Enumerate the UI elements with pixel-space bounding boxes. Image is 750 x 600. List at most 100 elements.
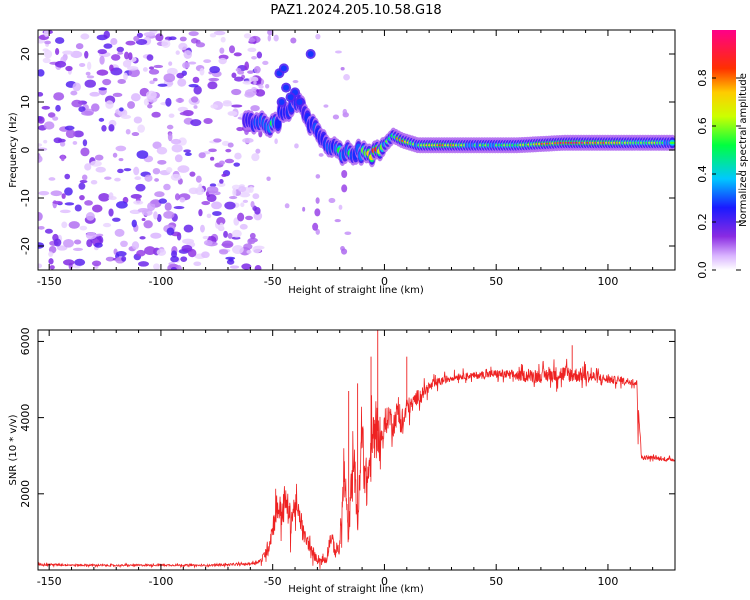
noise-blob	[175, 98, 185, 103]
noise-blob	[195, 42, 206, 48]
noise-blob	[237, 70, 245, 75]
noise-blob	[73, 130, 84, 138]
noise-blob	[206, 194, 217, 203]
snr-ticks: -150 -100 -50 0 50 100 2000 4000 6000	[19, 327, 676, 588]
noise-blob	[74, 258, 86, 266]
noise-blob	[109, 64, 114, 72]
noise-blob	[246, 250, 252, 254]
noise-blob	[118, 157, 124, 162]
noise-blob	[112, 152, 118, 158]
noise-blob	[147, 103, 153, 109]
noise-blob	[168, 36, 177, 41]
noise-blob	[70, 90, 78, 96]
noise-blob	[128, 68, 140, 78]
noise-blob	[208, 148, 217, 153]
x-tick-label: -100	[148, 275, 173, 288]
noise-blob	[105, 100, 114, 109]
noise-blob	[188, 187, 199, 195]
noise-blob	[48, 251, 54, 257]
noise-blob	[108, 192, 114, 200]
noise-blob	[213, 30, 226, 36]
noise-blob	[143, 98, 149, 106]
noise-blob	[218, 249, 229, 255]
noise-blob	[203, 239, 213, 246]
noise-blob	[117, 51, 124, 55]
noise-blob	[142, 67, 148, 72]
noise-blob	[53, 238, 62, 247]
noise-blob	[80, 147, 90, 157]
noise-blob	[166, 67, 178, 76]
noise-blob	[125, 128, 131, 135]
y-tick-label: -10	[19, 189, 32, 207]
noise-blob	[114, 228, 125, 237]
x-tick-label: 0	[381, 275, 388, 288]
ridge-peak	[669, 141, 675, 144]
noise-blob	[323, 104, 329, 108]
noise-blob	[148, 66, 155, 70]
noise-blob	[227, 232, 233, 239]
noise-blob	[217, 182, 226, 187]
noise-blob	[149, 80, 155, 85]
noise-blob	[96, 69, 109, 76]
colorbar-tick-label: 0.4	[696, 165, 709, 183]
noise-blob	[38, 143, 43, 147]
x-tick-label: -150	[37, 575, 62, 588]
noise-blob	[190, 96, 199, 103]
colorbar-tick-label: 0.0	[696, 261, 709, 279]
noise-blob	[121, 114, 132, 119]
noise-blob	[199, 68, 205, 76]
noise-blob	[241, 263, 252, 270]
noise-blob	[234, 76, 244, 82]
noise-blob	[232, 245, 244, 254]
noise-blob	[243, 33, 252, 39]
noise-blob	[225, 148, 232, 153]
noise-blob	[74, 204, 82, 212]
noise-blob	[212, 211, 222, 217]
noise-blob	[255, 89, 266, 97]
noise-blob	[155, 33, 164, 42]
noise-blob	[48, 258, 54, 265]
noise-blob	[171, 144, 183, 153]
noise-blob	[68, 221, 80, 229]
noise-blob	[137, 261, 150, 267]
noise-blob	[119, 107, 124, 112]
noise-blob	[198, 209, 203, 217]
noise-blob	[179, 111, 190, 116]
noise-blob	[166, 124, 174, 130]
noise-blob	[135, 183, 146, 192]
noise-blob	[218, 57, 227, 65]
noise-blob	[97, 49, 107, 55]
noise-blob	[232, 188, 237, 197]
noise-blob	[183, 149, 191, 153]
noise-blob	[130, 93, 141, 102]
noise-blob	[38, 190, 50, 196]
y-tick-label: 20	[19, 47, 32, 61]
noise-blob	[213, 138, 222, 143]
noise-blob	[202, 235, 209, 240]
noise-blob	[43, 139, 48, 144]
x-tick-label: 50	[489, 575, 503, 588]
x-tick-label: 50	[489, 275, 503, 288]
noise-blob	[134, 176, 142, 181]
colorbar: 0.0 0.2 0.4 0.6 0.8 Normalized spectral ampl…	[696, 30, 749, 279]
noise-blob	[81, 110, 94, 116]
spectrogram-heatmap	[38, 30, 675, 270]
noise-blob	[228, 45, 236, 54]
noise-blob	[102, 78, 112, 86]
noise-blob	[176, 264, 182, 270]
noise-blob	[84, 50, 89, 59]
ridge-core	[278, 99, 285, 105]
noise-blob	[90, 179, 98, 185]
noise-blob	[221, 140, 230, 146]
noise-blob	[49, 265, 55, 270]
noise-blob	[103, 43, 113, 49]
noise-blob	[233, 52, 242, 57]
noise-blob	[251, 153, 260, 162]
noise-blob	[157, 159, 167, 165]
noise-blob	[64, 125, 75, 131]
noise-blob	[315, 197, 320, 204]
noise-blob	[332, 114, 340, 120]
noise-blob	[124, 51, 130, 60]
